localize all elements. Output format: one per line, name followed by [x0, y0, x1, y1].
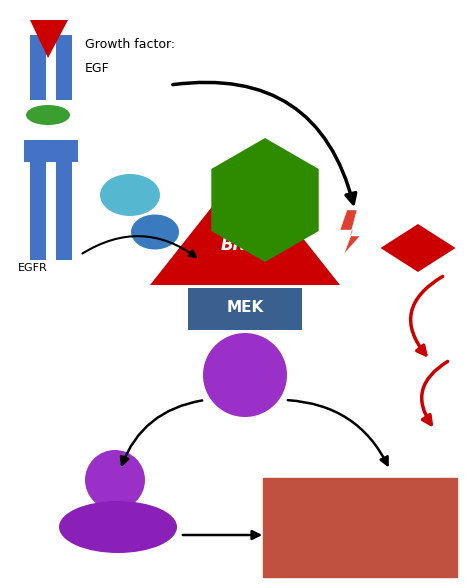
FancyArrowPatch shape — [422, 361, 447, 425]
Bar — [56, 35, 72, 100]
Text: KRAS: KRAS — [244, 181, 286, 195]
Text: Transcription: Transcription — [74, 516, 162, 529]
Ellipse shape — [100, 174, 160, 216]
Bar — [30, 35, 46, 100]
FancyArrowPatch shape — [288, 400, 388, 465]
Polygon shape — [30, 20, 68, 58]
Text: ERK: ERK — [228, 367, 262, 383]
Circle shape — [85, 450, 145, 510]
Text: SOS: SOS — [142, 227, 168, 237]
Polygon shape — [340, 210, 360, 254]
Text: V600E: V600E — [396, 242, 440, 255]
Polygon shape — [381, 224, 456, 272]
Ellipse shape — [131, 214, 179, 249]
FancyArrowPatch shape — [410, 276, 443, 355]
Bar — [24, 140, 78, 162]
Bar — [30, 162, 46, 260]
Text: Growth factor:: Growth factor: — [85, 39, 175, 51]
Bar — [56, 162, 72, 260]
Text: EGF: EGF — [85, 61, 110, 75]
Polygon shape — [150, 165, 340, 285]
Ellipse shape — [26, 105, 70, 125]
FancyBboxPatch shape — [263, 478, 457, 577]
FancyArrowPatch shape — [173, 82, 356, 204]
Circle shape — [203, 333, 287, 417]
Text: GDP-GTP: GDP-GTP — [240, 205, 290, 215]
Text: Activation of genes
involved in cellular
proliferation and survival: Activation of genes involved in cellular… — [285, 499, 435, 551]
Text: MEK: MEK — [227, 301, 264, 315]
Text: factors: factors — [95, 531, 141, 544]
Text: GRB2: GRB2 — [113, 190, 147, 200]
FancyArrowPatch shape — [82, 236, 196, 257]
Ellipse shape — [59, 501, 177, 553]
FancyArrowPatch shape — [121, 401, 202, 465]
Text: ERK: ERK — [102, 474, 128, 486]
Text: EGFR: EGFR — [18, 263, 48, 273]
Text: BRAF: BRAF — [220, 236, 270, 254]
Polygon shape — [211, 138, 319, 262]
Bar — [188, 288, 302, 330]
